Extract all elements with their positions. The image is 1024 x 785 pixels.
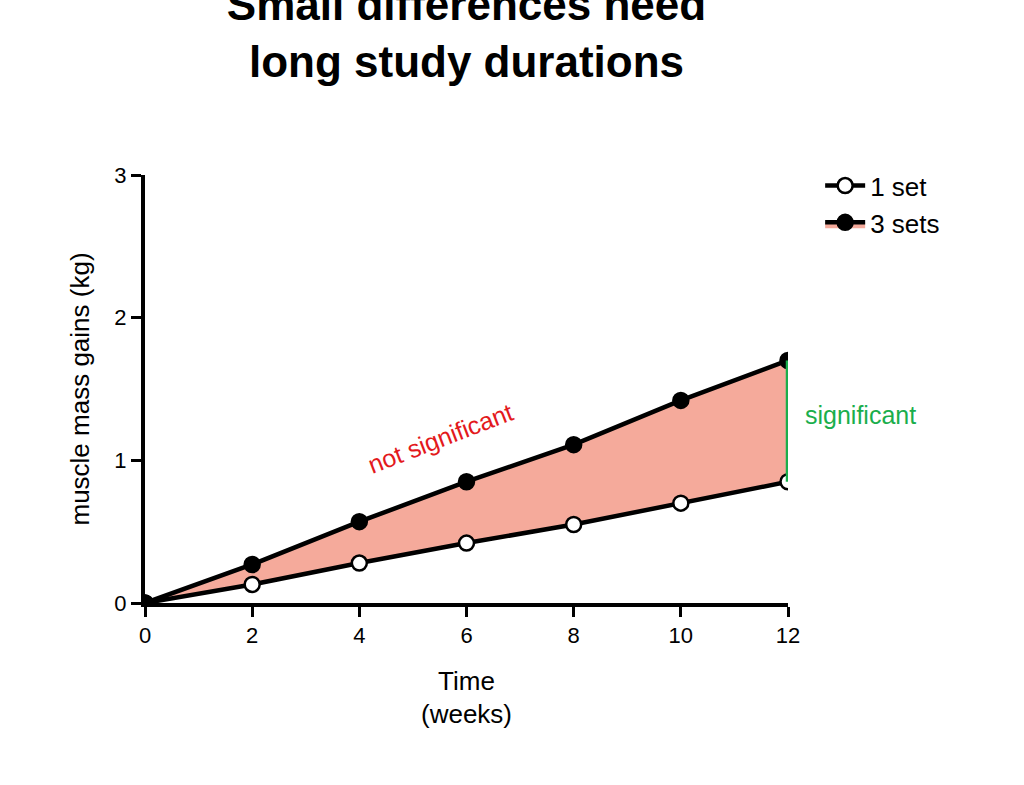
svg-text:8: 8 (568, 623, 580, 648)
svg-text:10: 10 (669, 623, 693, 648)
svg-text:3 sets: 3 sets (870, 209, 939, 239)
svg-text:not significant: not significant (364, 398, 517, 479)
svg-text:1 set: 1 set (870, 172, 927, 202)
svg-text:1: 1 (114, 448, 126, 473)
svg-text:12: 12 (776, 623, 800, 648)
svg-text:0: 0 (139, 623, 151, 648)
svg-text:4: 4 (353, 623, 365, 648)
svg-text:Small differences needlong stu: Small differences needlong study duratio… (227, 0, 706, 86)
svg-text:2: 2 (246, 623, 258, 648)
svg-text:6: 6 (460, 623, 472, 648)
svg-text:Time(weeks): Time(weeks) (421, 666, 512, 730)
svg-text:3: 3 (114, 163, 126, 188)
svg-text:0: 0 (114, 591, 126, 616)
svg-text:2: 2 (114, 305, 126, 330)
svg-text:muscle mass gains (kg): muscle mass gains (kg) (65, 252, 95, 525)
svg-text:significant: significant (805, 401, 916, 429)
